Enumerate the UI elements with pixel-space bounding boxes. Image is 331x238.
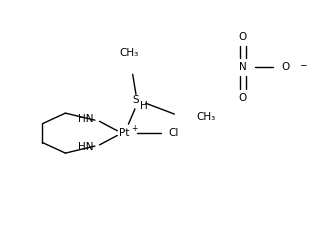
Text: Cl: Cl — [169, 128, 179, 138]
Text: CH₃: CH₃ — [197, 112, 216, 122]
Text: O: O — [239, 93, 247, 103]
Text: HN: HN — [78, 114, 93, 124]
Text: N: N — [239, 62, 247, 72]
Text: H: H — [140, 101, 148, 111]
Text: CH₃: CH₃ — [120, 48, 139, 58]
Text: +: + — [131, 124, 137, 133]
Text: S: S — [132, 95, 139, 105]
Text: −: − — [299, 60, 306, 69]
Text: O: O — [281, 62, 289, 72]
Text: HN: HN — [78, 143, 93, 153]
Text: Pt: Pt — [118, 128, 129, 138]
Text: O: O — [239, 32, 247, 42]
